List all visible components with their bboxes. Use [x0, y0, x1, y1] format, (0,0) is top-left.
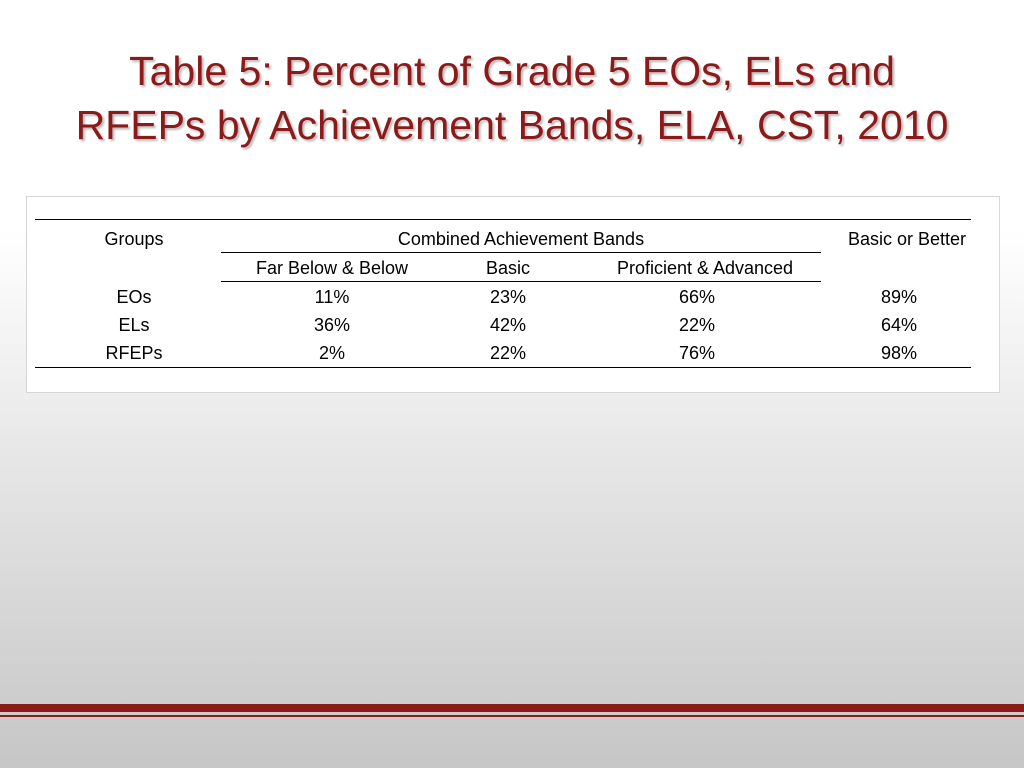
table-top-rule — [35, 219, 971, 220]
combined-bands-rule — [221, 252, 821, 253]
header-far-below-below: Far Below & Below — [255, 258, 409, 278]
header-combined-bands: Combined Achievement Bands — [397, 229, 645, 249]
row-eos-far-below: 11% — [314, 287, 350, 307]
row-eos-proficient: 66% — [678, 287, 716, 307]
table-bottom-rule — [35, 367, 971, 368]
header-groups: Groups — [104, 229, 164, 249]
row-els-basic-or-better: 64% — [880, 315, 918, 335]
slide-title-line-2: RFEPs by Achievement Bands, ELA, CST, 20… — [75, 102, 949, 148]
header-basic-or-better: Basic or Better — [847, 229, 967, 249]
slide-title-line-1: Table 5: Percent of Grade 5 EOs, ELs and — [129, 48, 895, 94]
row-eos-group: EOs — [116, 287, 152, 307]
row-eos-basic-or-better: 89% — [880, 287, 918, 307]
row-els-basic: 42% — [489, 315, 527, 335]
row-rfeps-basic: 22% — [489, 343, 527, 363]
row-rfeps-basic-or-better: 98% — [880, 343, 918, 363]
row-eos-basic: 23% — [489, 287, 527, 307]
header-basic: Basic — [485, 258, 530, 278]
footer-accent-bar — [0, 704, 1024, 712]
row-rfeps-proficient: 76% — [678, 343, 716, 363]
footer-accent-line — [0, 715, 1024, 717]
row-rfeps-far-below: 2% — [318, 343, 345, 363]
subheader-rule — [221, 281, 821, 282]
achievement-table: Groups Combined Achievement Bands Basic … — [27, 197, 999, 392]
row-rfeps-group: RFEPs — [105, 343, 163, 363]
slide-title: Table 5: Percent of Grade 5 EOs, ELs and… — [0, 44, 1024, 152]
row-els-proficient: 22% — [678, 315, 716, 335]
header-proficient-advanced: Proficient & Advanced — [616, 258, 794, 278]
table-panel: Groups Combined Achievement Bands Basic … — [26, 196, 1000, 393]
row-els-far-below: 36% — [313, 315, 351, 335]
row-els-group: ELs — [118, 315, 150, 335]
